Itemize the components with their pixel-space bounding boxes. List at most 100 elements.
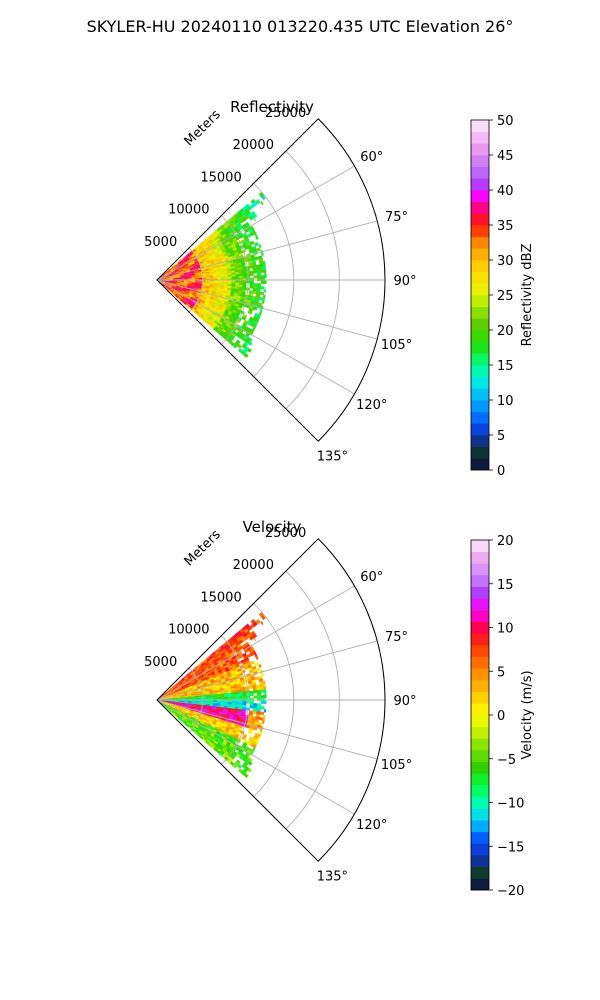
data-cell — [216, 697, 222, 700]
data-cell — [247, 348, 252, 353]
range-axis-label: Meters — [182, 527, 224, 569]
data-cell — [249, 700, 254, 704]
colorbar-segment — [471, 178, 489, 191]
data-cell — [263, 266, 267, 270]
colorbar-tick-label: 10 — [497, 622, 514, 637]
data-cell — [262, 260, 266, 265]
azimuth-spoke — [156, 585, 355, 701]
data-cell — [263, 683, 266, 688]
data-cell — [235, 700, 240, 704]
data-cell — [264, 695, 267, 699]
range-tick-label: 25000 — [265, 106, 306, 121]
azimuth-tick-label: 120° — [356, 818, 387, 833]
data-cell — [263, 263, 266, 268]
azimuth-spoke — [156, 640, 378, 701]
data-cell — [257, 697, 262, 702]
azimuth-tick-label: 120° — [356, 398, 387, 413]
data-cell — [238, 693, 243, 697]
data-cell — [263, 709, 267, 713]
data-cell — [220, 276, 225, 280]
data-cell — [256, 283, 262, 287]
colorbar-segment — [471, 680, 489, 692]
colorbar-segment — [471, 551, 489, 564]
range-tick-label: 15000 — [200, 590, 241, 605]
colorbar-segment — [471, 365, 489, 377]
data-cell — [255, 247, 261, 252]
colorbar-segment — [471, 703, 489, 716]
data-cell — [264, 275, 267, 279]
colorbar-segment — [471, 540, 489, 552]
data-cell — [224, 696, 229, 700]
colorbar-tick-label: 30 — [497, 254, 514, 269]
data-cell — [254, 662, 260, 667]
colorbar-tick-label: 10 — [497, 394, 514, 409]
data-cell — [263, 689, 267, 693]
data-cell — [227, 276, 232, 279]
data-cell — [249, 690, 254, 694]
data-cell — [224, 276, 229, 280]
data-cell — [260, 280, 265, 284]
azimuth-tick-label: 90° — [393, 274, 416, 289]
data-cell — [263, 269, 267, 273]
data-cell — [253, 217, 257, 222]
data-cell — [255, 656, 259, 660]
data-cell — [260, 252, 264, 257]
data-cell — [254, 242, 260, 247]
data-cell — [238, 273, 243, 277]
data-cell — [238, 696, 243, 699]
data-cell — [253, 283, 258, 287]
colorbar-segment — [471, 458, 489, 471]
colorbar: −20 −15 −10 −5 0 5 10 15 20 Velocity (m/s) — [470, 534, 535, 899]
data-cell — [260, 620, 264, 626]
colorbar-segment — [471, 388, 489, 401]
data-cell — [257, 277, 262, 282]
colorbar-tick-label: −5 — [497, 753, 516, 768]
data-cell — [258, 244, 262, 248]
colorbar-segment — [471, 330, 489, 342]
data-cell — [249, 705, 254, 709]
colorbar-tick-label: 25 — [497, 289, 514, 304]
data-cell — [220, 696, 225, 700]
data-cell — [261, 300, 265, 304]
data-cell — [262, 294, 266, 299]
data-cell — [242, 275, 247, 279]
data-cell — [256, 689, 261, 694]
azimuth-tick-label: 135° — [317, 869, 348, 884]
data-cell — [260, 286, 265, 290]
data-cell — [253, 690, 258, 694]
data-cell — [249, 703, 254, 707]
colorbar-segment — [471, 131, 489, 144]
colorbar-label: Reflectivity dBZ — [520, 244, 535, 347]
colorbar-segment — [471, 411, 489, 424]
data-cell — [260, 695, 265, 699]
data-cell — [232, 343, 238, 349]
colorbar-tick-label: −10 — [497, 797, 524, 812]
data-cell — [252, 726, 258, 731]
data-cell — [247, 761, 253, 766]
data-cell — [253, 703, 258, 707]
data-cell — [238, 276, 243, 279]
colorbar-segment — [471, 831, 489, 844]
polar-panel-velocity: Velocity 5000 10000 15000 20000 25000 60° 75° 90… — [144, 518, 535, 899]
colorbar-tick-label: 50 — [497, 114, 514, 129]
colorbar-segment — [471, 656, 489, 669]
range-tick-label: 5000 — [144, 655, 177, 670]
colorbar-segment — [471, 691, 489, 704]
range-axis-label: Meters — [182, 107, 224, 149]
data-cell — [249, 240, 255, 246]
data-cell — [260, 277, 265, 282]
colorbar-segment — [471, 610, 489, 622]
azimuth-spoke — [156, 279, 355, 395]
colorbar-tick-label: 15 — [497, 359, 514, 374]
colorbar-segment — [471, 271, 489, 284]
data-cell — [242, 693, 247, 697]
data-cell — [256, 692, 262, 696]
colorbar-segment — [471, 796, 489, 809]
data-cell — [253, 637, 257, 642]
colorbar-segment — [471, 400, 489, 412]
azimuth-spoke — [156, 165, 355, 281]
data-cell — [235, 694, 240, 697]
data-cell — [247, 730, 253, 735]
colorbar-segment — [471, 423, 489, 436]
data-cell — [231, 276, 236, 279]
